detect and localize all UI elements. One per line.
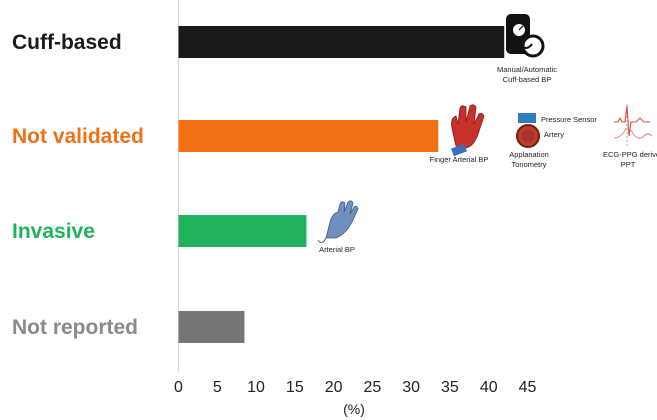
bar-invasive [178,215,307,247]
x-tick-label: 0 [174,379,183,396]
annotation-cuff-line2: Cuff-based BP [503,75,552,84]
ecg-ppg-waveform-icon [613,104,653,146]
bar-not-reported [178,311,245,343]
annotation-cuff-line1: Manual/Automatic [497,65,557,74]
annotation-ecg-line2: PPT [621,160,636,169]
x-tick-label: 45 [519,379,537,396]
x-axis-title: (%) [343,401,365,417]
blood-pressure-monitor-icon [506,14,545,58]
x-tick-label: 10 [247,379,265,396]
finger-cuff-hand-icon [451,104,485,157]
annotation-tonometry-line2: Tonometry [511,160,546,169]
x-tick-label: 35 [441,379,459,396]
x-tick-label: 5 [213,379,222,396]
x-tick-label: 25 [363,379,381,396]
x-axis-ticks: 0 5 10 15 20 25 30 35 40 45 [174,379,536,396]
annotation-artery: Artery [544,130,564,139]
x-tick-label: 15 [286,379,304,396]
category-labels: Cuff-based Not validated Invasive Not repor… [12,31,144,339]
applanation-tonometry-icon [516,113,540,148]
bar-not-validated [178,120,439,152]
annotation-tonometry-line1: Applanation [509,150,549,159]
category-label-cuff-based: Cuff-based [12,31,122,54]
category-label-invasive: Invasive [12,220,95,243]
bar-cuff-based [178,26,505,58]
bars [178,26,505,343]
annotation-arterial: Arterial BP [319,245,355,254]
x-tick-label: 40 [480,379,498,396]
x-tick-label: 30 [402,379,420,396]
annotation-pressure-sensor: Pressure Sensor [541,115,597,124]
annotation-ecg-line1: ECG-PPG derive [603,150,657,159]
annotation-finger: Finger Arterial BP [430,155,489,164]
category-label-not-validated: Not validated [12,125,144,148]
category-label-not-reported: Not reported [12,316,138,339]
x-tick-label: 20 [325,379,343,396]
arterial-line-hand-icon [317,200,359,243]
